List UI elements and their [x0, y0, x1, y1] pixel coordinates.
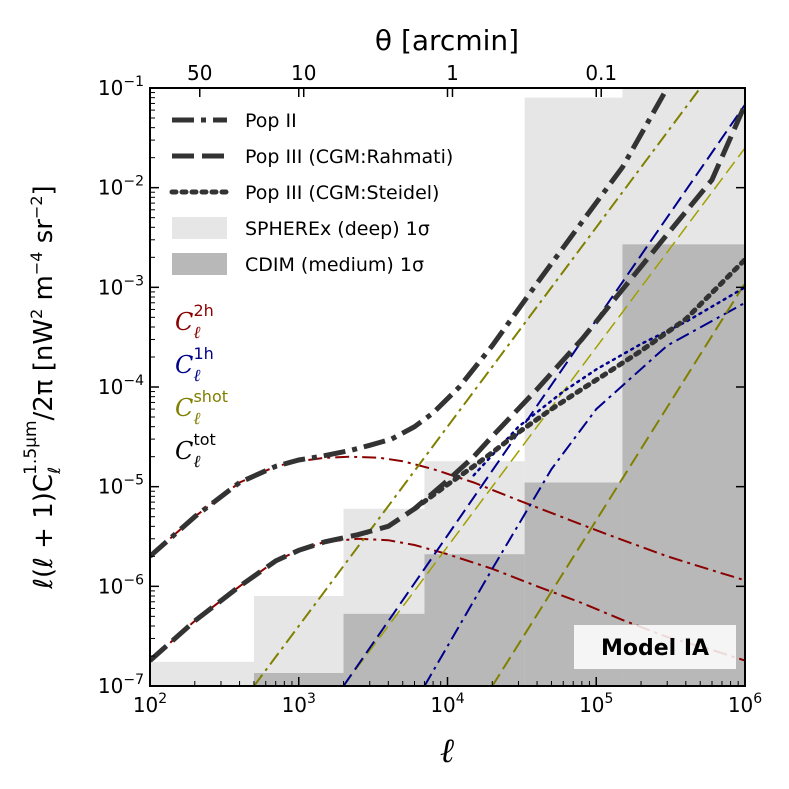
top-tick-label-0: 50 — [187, 61, 212, 85]
component-label-3: Cℓtot — [175, 430, 216, 472]
legend-swatch-4 — [172, 253, 227, 275]
y-tick-label-0: 10−7 — [98, 672, 144, 698]
series-line-7 — [472, 286, 745, 477]
top-tick-label-3: 0.1 — [585, 61, 617, 85]
model-label: Model IA — [601, 636, 709, 661]
top-tick-label-1: 10 — [291, 61, 316, 85]
y-tick-label-1: 10−6 — [98, 572, 144, 598]
band-step-0-0 — [150, 661, 254, 686]
x-tick-label-1: 103 — [282, 691, 316, 717]
legend-swatch-3 — [172, 217, 227, 239]
y-tick-label-6: 10−1 — [98, 74, 144, 100]
data-series — [150, 88, 745, 686]
legend-label-2: Pop III (CGM:Steidel) — [245, 182, 439, 204]
error-bands — [150, 88, 745, 686]
y-tick-label-5: 10−2 — [98, 174, 144, 200]
band-step-0-1 — [253, 595, 344, 686]
legend-label-0: Pop II — [245, 110, 297, 132]
y-tick-label-3: 10−4 — [98, 373, 144, 399]
legend: Pop II Pop III (CGM:Rahmati) Pop III (CGM:… — [169, 110, 453, 276]
series-line-2 — [253, 88, 702, 686]
band-step-1-1 — [343, 613, 425, 686]
y-tick-label-2: 10−5 — [98, 473, 144, 499]
top-axis-label: θ [arcmin] — [375, 24, 519, 57]
series-line-4 — [342, 104, 745, 686]
model-label-bg — [574, 625, 736, 669]
component-label-1: Cℓ1h — [175, 344, 214, 386]
model-label-box: Model IA — [574, 625, 736, 669]
top-tick-label-2: 1 — [446, 61, 459, 85]
x-tick-label-2: 104 — [430, 691, 464, 717]
x-tick-label-3: 105 — [579, 691, 613, 717]
band-step-1-2 — [424, 554, 525, 686]
y-axis-label: ℓ(ℓ + 1)Cℓ1.5μm/2π [nW2 m−4 sr−2] — [21, 185, 65, 589]
plot-frame — [149, 87, 746, 687]
series-line-5 — [423, 301, 745, 686]
component-label-0: Cℓ2h — [175, 301, 214, 343]
y-tick-label-4: 10−3 — [98, 273, 144, 299]
legend-label-3: SPHEREx (deep) 1σ — [245, 218, 430, 240]
x-tick-label-4: 106 — [728, 691, 762, 717]
series-line-3 — [342, 147, 745, 686]
x-axis-label: ℓ — [440, 731, 454, 771]
series-line-8 — [150, 88, 670, 559]
legend-label-1: Pop III (CGM:Rahmati) — [245, 146, 453, 168]
x-tick-label-0: 102 — [133, 691, 167, 717]
legend-label-4: CDIM (medium) 1σ — [245, 254, 424, 276]
component-label-2: Cℓshot — [175, 387, 228, 429]
series-line-10 — [412, 257, 745, 512]
